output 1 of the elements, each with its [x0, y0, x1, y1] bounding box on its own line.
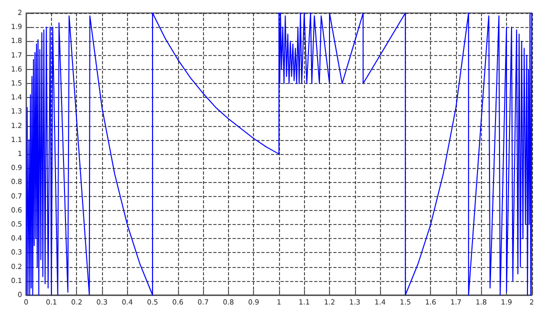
- line-series: [26, 12, 532, 296]
